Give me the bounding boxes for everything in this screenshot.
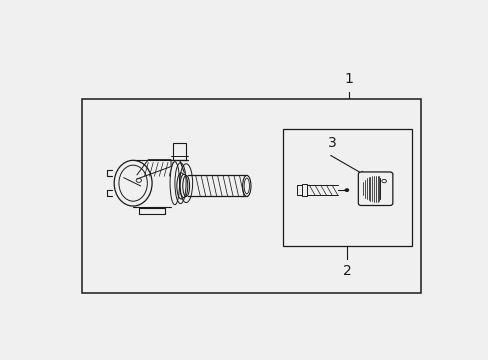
Bar <box>282 129 411 246</box>
Ellipse shape <box>114 160 152 206</box>
Bar <box>301 184 306 196</box>
Ellipse shape <box>177 173 185 199</box>
Bar <box>297 185 305 195</box>
FancyBboxPatch shape <box>358 172 392 206</box>
Circle shape <box>381 179 386 183</box>
Ellipse shape <box>242 175 250 197</box>
Bar <box>173 143 186 159</box>
Circle shape <box>344 189 348 192</box>
Text: 1: 1 <box>344 72 353 86</box>
Ellipse shape <box>180 174 187 198</box>
Text: 2: 2 <box>342 264 351 278</box>
Text: 3: 3 <box>327 136 336 150</box>
Bar <box>82 99 420 293</box>
